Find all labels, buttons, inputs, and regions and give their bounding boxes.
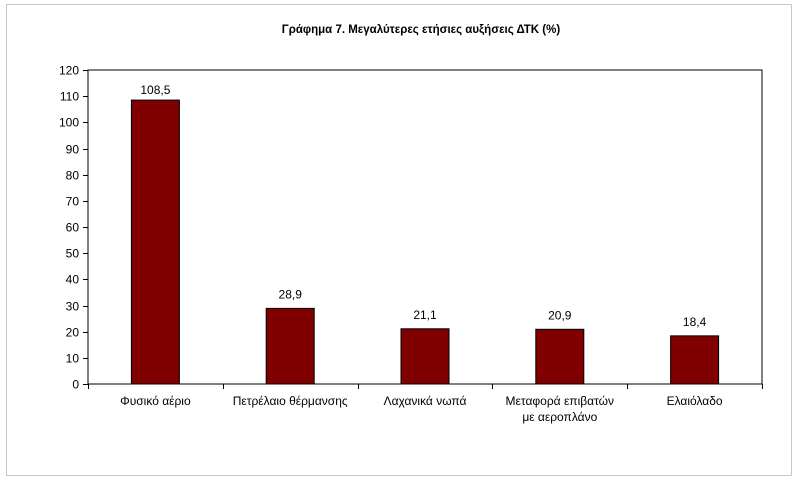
bar — [535, 328, 585, 385]
y-tick-label: 70 — [66, 195, 80, 209]
plot-area: 0 10 20 30 40 50 60 70 80 90 100 110 120 108,5 Φυσικό … — [59, 64, 763, 424]
y-tick-label: 120 — [59, 64, 79, 78]
y-tick-label: 90 — [66, 143, 80, 157]
category-label: Λαχανικά νωπά — [384, 394, 467, 408]
data-label: 18,4 — [683, 315, 707, 329]
y-tick-label: 60 — [66, 221, 80, 235]
data-label: 28,9 — [279, 287, 303, 301]
category-label: Πετρέλαιο θέρμανσης — [233, 394, 348, 408]
bar — [130, 99, 180, 385]
category-label: Μεταφορά επιβατών με αεροπλάνο — [506, 394, 614, 424]
data-label: 20,9 — [548, 308, 572, 322]
chart-title: Γράφημα 7. Μεγαλύτερες ετήσιες αυξήσεις … — [282, 24, 561, 36]
y-tick-label: 20 — [66, 326, 80, 340]
data-label: 21,1 — [413, 308, 437, 322]
y-tick-label: 10 — [66, 352, 80, 366]
y-tick-label: 80 — [66, 169, 80, 183]
y-tick-label: 40 — [66, 273, 80, 287]
category-label: Φυσικό αέριο — [120, 394, 191, 408]
y-tick-label: 100 — [59, 116, 79, 130]
category-label: Ελαιόλαδο — [667, 394, 723, 408]
bar — [670, 335, 720, 385]
y-tick-label: 110 — [60, 90, 79, 104]
y-tick-label: 30 — [66, 300, 80, 314]
bar — [400, 328, 450, 385]
bar — [265, 307, 315, 385]
y-tick-label: 50 — [66, 247, 80, 261]
y-tick-label: 0 — [72, 378, 79, 392]
data-label: 108,5 — [140, 83, 170, 97]
